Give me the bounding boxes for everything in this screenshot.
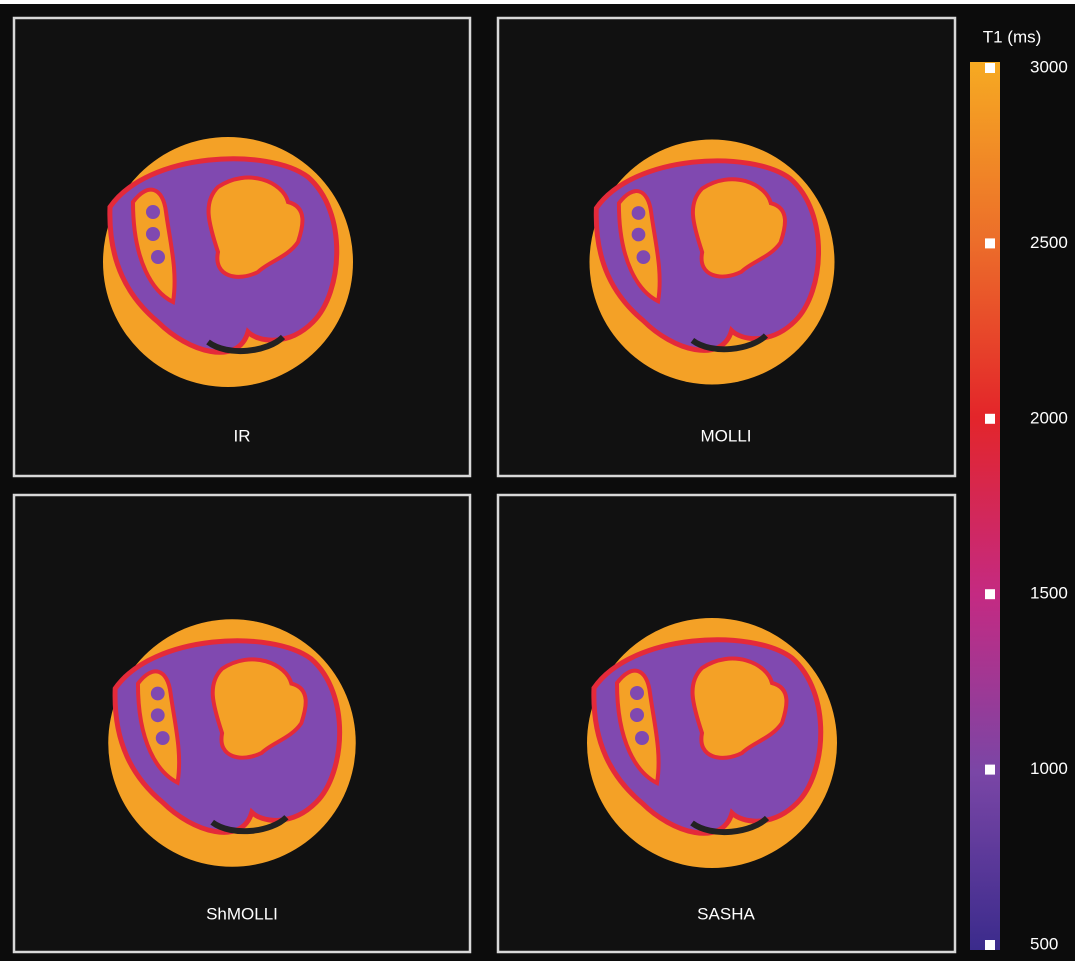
t1-map — [103, 137, 353, 387]
colorbar-tick — [985, 63, 995, 73]
colorbar — [970, 62, 1000, 950]
t1-map — [590, 140, 835, 385]
t1-map — [108, 619, 356, 867]
colorbar-tick-label: 2500 — [1030, 233, 1068, 252]
colorbar-tick-label: 3000 — [1030, 57, 1068, 76]
t1-map — [587, 618, 837, 868]
panel-label: IR — [234, 426, 251, 445]
colorbar-tick — [985, 589, 995, 599]
colorbar-tick-label: 500 — [1030, 934, 1058, 953]
colorbar-tick — [985, 414, 995, 424]
colorbar-tick-label: 1000 — [1030, 759, 1068, 778]
panel-label: ShMOLLI — [206, 904, 278, 923]
colorbar-title: T1 (ms) — [983, 27, 1042, 46]
colorbar-tick-label: 1500 — [1030, 584, 1068, 603]
panel-label: SASHA — [697, 904, 755, 923]
panel-label: MOLLI — [700, 426, 751, 445]
colorbar-tick — [985, 238, 995, 248]
colorbar-tick — [985, 765, 995, 775]
colorbar-tick — [985, 940, 995, 950]
figure: IR MOLLI ShMOLLI SASHA T1 (ms) 3000 2500 2… — [0, 0, 1075, 961]
colorbar-tick-label: 2000 — [1030, 408, 1068, 427]
